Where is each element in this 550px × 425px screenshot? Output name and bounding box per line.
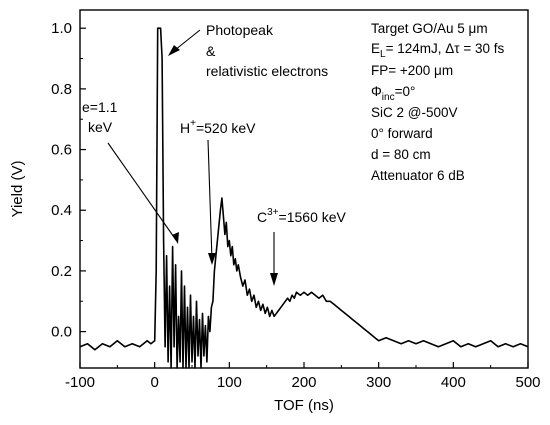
proton-arrow [207,139,213,261]
x-tick-label: 400 [441,374,466,391]
info-energy: EL= 124mJ, Δτ = 30 fs [371,41,504,60]
x-tick-label: -100 [65,374,95,391]
y-tick-label: 0.2 [51,263,72,280]
info-incidence-rest: =0° [395,84,416,99]
annotation-photopeak: Photopeak [206,22,274,38]
x-axis-title: TOF (ns) [274,397,334,414]
axis-ticks [79,27,529,368]
annotation-electron-unit: keV [88,119,113,135]
plot-frame [79,9,529,369]
annotation-ampersand: & [206,43,216,59]
info-target: Target GO/Au 5 μm [371,21,488,36]
info-energy-rest: = 124mJ, Δτ = 30 fs [386,41,505,56]
electron-arrowhead [172,232,179,244]
annotation-proton: H+=520 keV [180,118,256,136]
x-tick-label: 300 [366,374,391,391]
y-tick-label: 1.0 [51,20,72,37]
y-axis-title: Yield (V) [9,161,26,218]
info-incidence-main: Φ [371,84,382,99]
electron-arrow [107,142,177,241]
x-tick-label: 200 [291,374,316,391]
info-direction: 0° forward [371,126,433,141]
y-tick-label: 0.6 [51,142,72,159]
annotation-arrowheads [168,45,278,286]
info-focal: FP= +200 μm [371,63,453,78]
info-energy-sub: L [380,49,386,60]
annotation-carbon-main: C [257,209,267,225]
annotation-proton-main: H [180,120,190,136]
annotation-carbon: C3+=1560 keV [257,207,347,225]
annotation-proton-sup: + [190,118,196,129]
annotation-carbon-sup: 3+ [267,207,279,218]
info-attenuator: Attenuator 6 dB [371,168,465,183]
proton-arrowhead [208,253,216,265]
info-detector: SiC 2 @-500V [371,105,458,120]
annotation-carbon-rest: =1560 keV [279,209,347,225]
info-energy-main: E [371,41,380,56]
x-tick-label: 500 [515,374,540,391]
info-distance: d = 80 cm [371,147,431,162]
axis-tick-labels: -100 0 100 200 300 400 500 0.0 0.2 0.4 0.6 0.8 1.0 [51,20,540,391]
y-tick-label: 0.8 [51,81,72,98]
annotation-electron-energy: e=1.1 [82,99,118,115]
annotation-relativistic: relativistic electrons [206,63,328,79]
x-tick-label: 100 [217,374,242,391]
y-tick-label: 0.0 [51,324,72,341]
photopeak-arrowhead [168,45,180,56]
annotation-proton-rest: =520 keV [196,120,256,136]
series-line [79,27,529,369]
y-tick-label: 0.4 [51,202,72,219]
x-tick-label: 0 [150,374,158,391]
info-incidence-sub: inc [382,92,395,103]
carbon-arrowhead [270,273,278,286]
info-incidence: Φinc=0° [371,84,415,103]
